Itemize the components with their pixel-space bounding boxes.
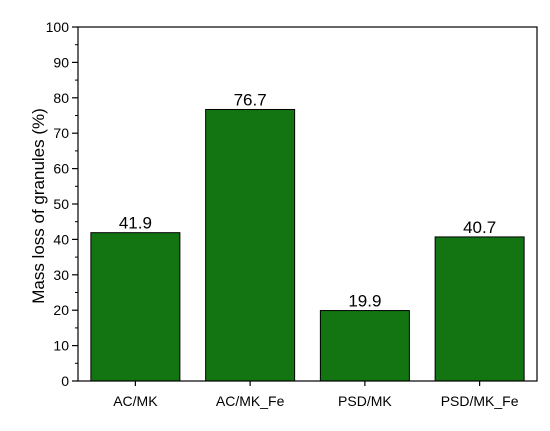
data-label: 19.9	[348, 292, 381, 311]
y-tick-label: 80	[53, 90, 69, 106]
data-label: 40.7	[463, 218, 496, 237]
data-label: 41.9	[119, 214, 152, 233]
bar-psd-mk-fe	[434, 236, 525, 382]
y-tick-label: 50	[53, 196, 69, 212]
data-label: 76.7	[234, 90, 267, 109]
bar-psd-mk	[319, 310, 410, 382]
y-tick-label: 60	[53, 161, 69, 177]
y-tick-label: 100	[46, 19, 70, 35]
x-tick-label: AC/MK	[113, 393, 158, 409]
x-tick-label: PSD/MK	[338, 393, 392, 409]
y-tick-label: 20	[53, 302, 69, 318]
y-tick-label: 10	[53, 338, 69, 354]
bar-ac-mk	[90, 232, 181, 382]
y-tick-label: 0	[61, 373, 69, 389]
y-tick-label: 40	[53, 231, 69, 247]
axes-layer: AC/MK AC/MK_Fe PSD/MK PSD/MK_Fe 0 10 20 30 40 50 6…	[46, 19, 538, 409]
x-tick-label: AC/MK_Fe	[216, 393, 285, 409]
y-tick-label: 70	[53, 125, 69, 141]
bars-layer	[90, 108, 525, 382]
y-tick-label: 90	[53, 54, 69, 70]
x-tick-label: PSD/MK_Fe	[441, 393, 519, 409]
data-labels-layer: 41.9 76.7 19.9 40.7	[119, 90, 496, 310]
bar-ac-mk-fe	[205, 108, 296, 382]
y-axis-title: Mass loss of granules (%)	[29, 108, 48, 304]
y-tick-label: 30	[53, 267, 69, 283]
